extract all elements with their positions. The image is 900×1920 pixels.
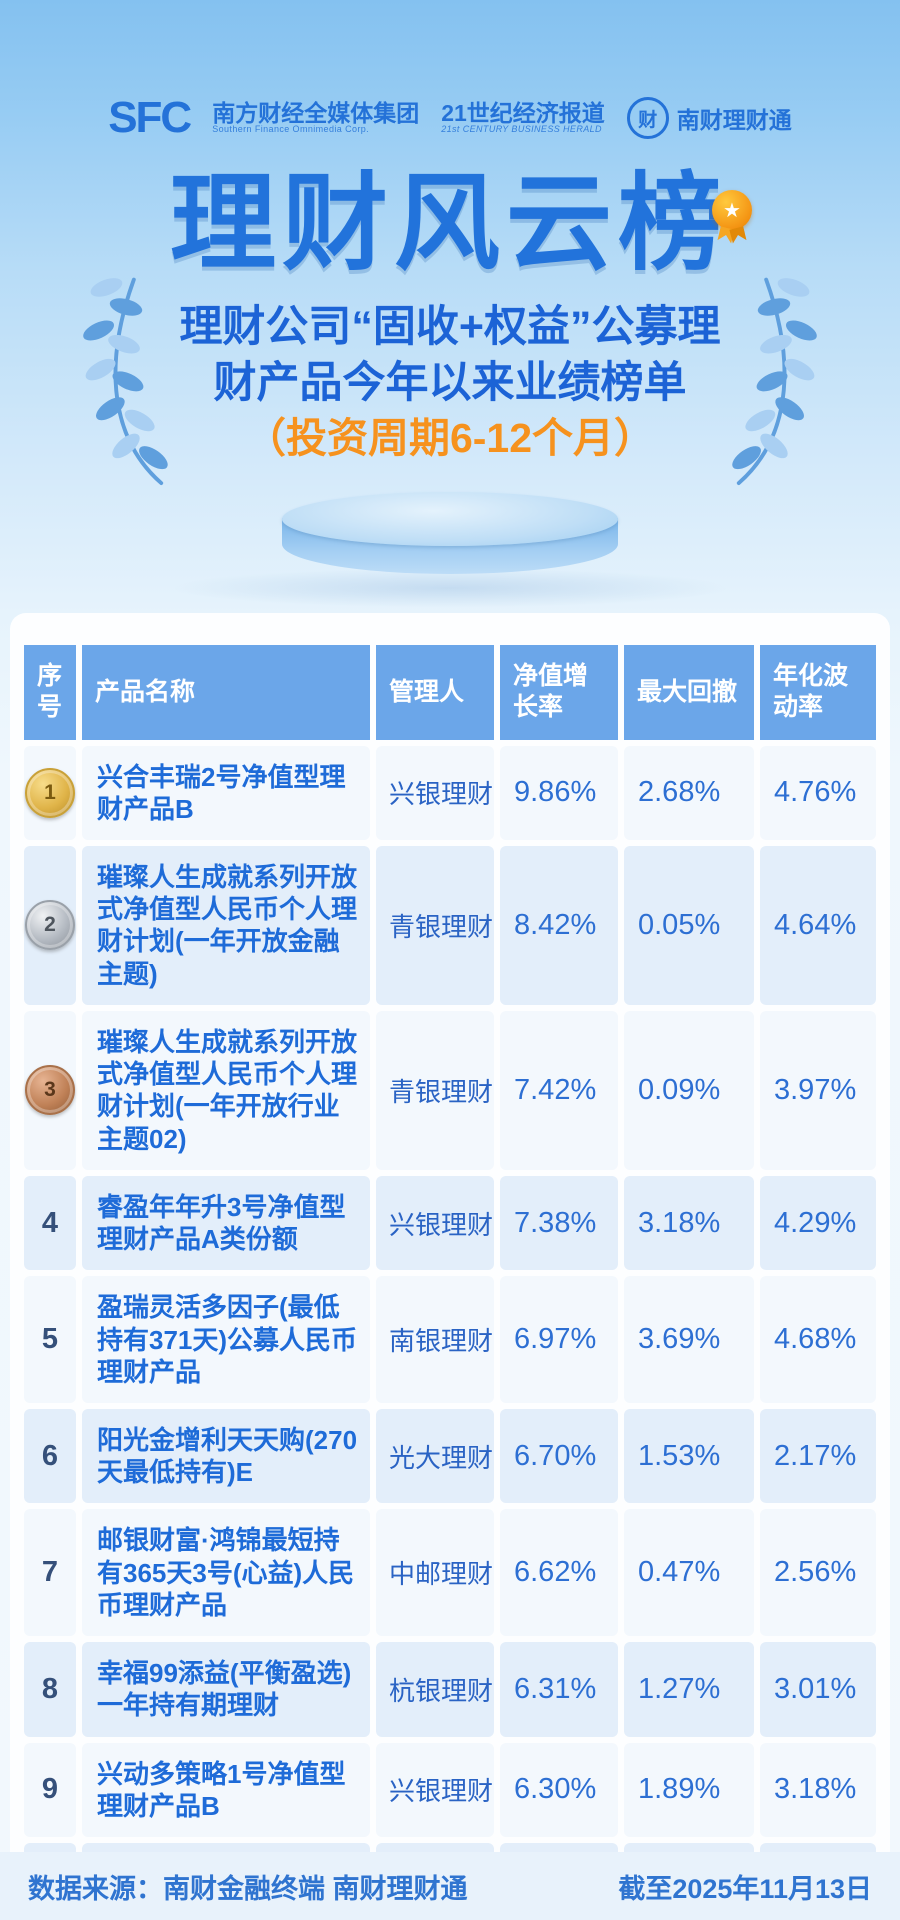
- growth-value: 8.42%: [500, 845, 618, 1005]
- rank-cell: 2: [24, 845, 76, 1005]
- rank-cell: 5: [24, 1276, 76, 1404]
- as-of-date: 截至2025年11月13日: [618, 1873, 872, 1904]
- bronze-medal-icon: 3: [25, 1065, 75, 1116]
- product-name: 睿盈年年升3号净值型理财产品A类份额: [82, 1175, 370, 1271]
- drawdown-value: 3.69%: [624, 1276, 754, 1404]
- rank-cell: 9: [24, 1742, 76, 1838]
- herald-subtitle: 21st CENTURY BUSINESS HERALD: [441, 124, 602, 135]
- header-growth: 净值增长率: [500, 645, 618, 740]
- manager-name: 杭银理财: [376, 1642, 494, 1737]
- podium-graphic: [282, 492, 618, 582]
- product-name: 阳光金增利天天购(270天最低持有)E: [82, 1409, 370, 1504]
- product-name: 兴合丰瑞2号净值型理财产品B: [82, 745, 370, 840]
- drawdown-value: 0.05%: [624, 845, 754, 1005]
- drawdown-value: 3.18%: [624, 1175, 754, 1271]
- herald-name: 21世纪经济报道: [441, 100, 605, 127]
- growth-value: 7.38%: [500, 1175, 618, 1271]
- volatility-value: 3.01%: [760, 1642, 876, 1737]
- manager-name: 兴银理财: [376, 745, 494, 840]
- rank-cell: 4: [24, 1175, 76, 1271]
- subtitle-line1: 理财公司“固收+权益”公募理: [179, 303, 721, 351]
- rank-cell: 6: [24, 1409, 76, 1504]
- growth-value: 6.31%: [500, 1642, 618, 1737]
- volatility-value: 3.97%: [760, 1010, 876, 1170]
- podium-shadow: [170, 568, 730, 608]
- volatility-value: 2.56%: [760, 1509, 876, 1637]
- ranking-table: 序号 产品名称 管理人 净值增长率 最大回撤 年化波动率 1 兴合丰瑞2号净值型理…: [24, 645, 876, 1920]
- ncftong-brand: 财 南财理财通: [626, 97, 792, 139]
- rank-number: 1: [44, 780, 56, 804]
- product-name: 盈瑞灵活多因子(最低持有371天)公募人民币理财产品: [82, 1276, 370, 1404]
- sfc-logo: SFC: [108, 93, 192, 142]
- header-rank: 序号: [24, 645, 76, 740]
- rank-cell: 7: [24, 1509, 76, 1637]
- sfc-subtitle: Southern Finance Omnimedia Corp.: [212, 124, 370, 135]
- growth-value: 6.70%: [500, 1409, 618, 1504]
- growth-value: 7.42%: [500, 1010, 618, 1170]
- drawdown-value: 0.09%: [624, 1010, 754, 1170]
- rank-number: 3: [44, 1078, 56, 1102]
- sfc-brand: 南方财经全媒体集团 Southern Finance Omnimedia Cor…: [212, 101, 419, 135]
- product-name: 邮银财富·鸿锦最短持有365天3号(心益)人民币理财产品: [82, 1509, 370, 1637]
- ncftong-name: 南财理财通: [676, 107, 792, 133]
- sfc-name: 南方财经全媒体集团: [212, 100, 420, 127]
- drawdown-value: 2.68%: [624, 745, 754, 840]
- volatility-value: 4.76%: [760, 745, 876, 840]
- period-note: （投资周期6-12个月）: [244, 415, 656, 461]
- product-name: 幸福99添益(平衡盈选)一年持有期理财: [82, 1642, 370, 1737]
- page-title: 理财风云榜: [170, 165, 730, 283]
- growth-value: 6.62%: [500, 1509, 618, 1637]
- gold-medal-icon: 1: [25, 767, 75, 818]
- footer: 数据来源：南财金融终端 南财理财通 截至2025年11月13日: [0, 1852, 900, 1920]
- ncftong-logo-icon: 财: [626, 97, 669, 139]
- laurel-wreath-left-icon: [83, 277, 168, 486]
- data-source: 数据来源：南财金融终端 南财理财通: [28, 1873, 468, 1904]
- growth-value: 6.97%: [500, 1276, 618, 1404]
- manager-name: 青银理财: [376, 845, 494, 1005]
- growth-value: 6.30%: [500, 1742, 618, 1838]
- product-name: 璀璨人生成就系列开放式净值型人民币个人理财计划(一年开放金融主题): [82, 845, 370, 1005]
- header-volatility: 年化波动率: [760, 645, 876, 740]
- rank-cell: 8: [24, 1642, 76, 1737]
- drawdown-value: 0.47%: [624, 1509, 754, 1637]
- volatility-value: 3.18%: [760, 1742, 876, 1838]
- silver-medal-icon: 2: [25, 900, 75, 951]
- drawdown-value: 1.89%: [624, 1742, 754, 1838]
- growth-value: 9.86%: [500, 745, 618, 840]
- masthead: SFC 南方财经全媒体集团 Southern Finance Omnimedia…: [0, 96, 900, 140]
- herald-brand: 21世纪经济报道 21st CENTURY BUSINESS HERALD: [441, 101, 605, 135]
- manager-name: 中邮理财: [376, 1509, 494, 1637]
- rank-cell: 1: [24, 745, 76, 840]
- rank-number: 2: [44, 913, 56, 937]
- manager-name: 兴银理财: [376, 1175, 494, 1271]
- laurel-wreath-right-icon: [732, 277, 817, 486]
- table-card: 序号 产品名称 管理人 净值增长率 最大回撤 年化波动率 1 兴合丰瑞2号净值型理…: [10, 613, 890, 1920]
- product-name: 兴动多策略1号净值型理财产品B: [82, 1742, 370, 1838]
- rank-cell: 3: [24, 1010, 76, 1170]
- volatility-value: 4.68%: [760, 1276, 876, 1404]
- subtitle-line2: 财产品今年以来业绩榜单: [213, 359, 687, 407]
- manager-name: 南银理财: [376, 1276, 494, 1404]
- volatility-value: 4.64%: [760, 845, 876, 1005]
- product-name: 璀璨人生成就系列开放式净值型人民币个人理财计划(一年开放行业主题02): [82, 1010, 370, 1170]
- manager-name: 兴银理财: [376, 1742, 494, 1838]
- volatility-value: 2.17%: [760, 1409, 876, 1504]
- drawdown-value: 1.53%: [624, 1409, 754, 1504]
- header-drawdown: 最大回撤: [624, 645, 754, 740]
- header-manager: 管理人: [376, 645, 494, 740]
- manager-name: 光大理财: [376, 1409, 494, 1504]
- podium-top: [282, 492, 618, 546]
- drawdown-value: 1.27%: [624, 1642, 754, 1737]
- header-product: 产品名称: [82, 645, 370, 740]
- volatility-value: 4.29%: [760, 1175, 876, 1271]
- ribbon-medal-icon: ★: [712, 190, 752, 230]
- manager-name: 青银理财: [376, 1010, 494, 1170]
